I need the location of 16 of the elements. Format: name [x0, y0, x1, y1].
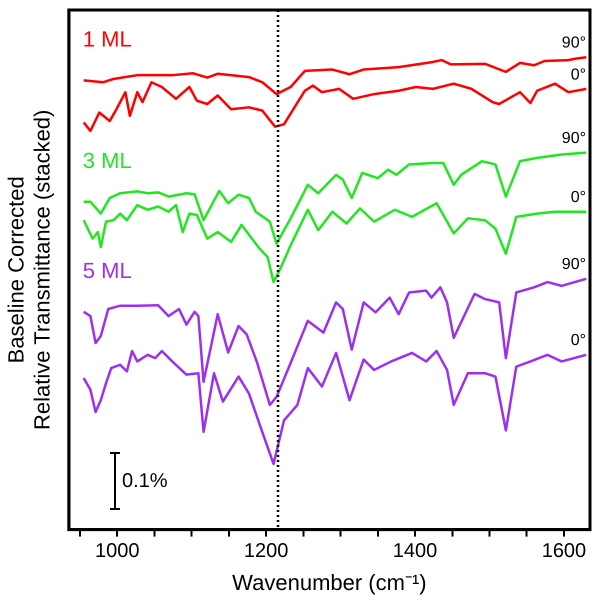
- x-tick-label: 1400: [392, 540, 438, 562]
- series-label: 90°: [562, 256, 586, 274]
- annotation: 0.1%: [122, 470, 168, 492]
- x-tick-label: 1200: [244, 540, 288, 562]
- text: 1 ML: [82, 26, 132, 52]
- x-tick-label: 1000: [94, 540, 140, 562]
- series-label: 90°: [562, 34, 586, 52]
- y-axis-title: Baseline Corrected Relative Transmittance (stacked): [3, 110, 55, 430]
- annotation: 3 ML: [82, 148, 132, 173]
- x-tick-label: 1600: [542, 540, 586, 562]
- series-label: 0°: [570, 189, 586, 206]
- x-axis-title: Wavenumber (cm⁻¹): [232, 570, 427, 595]
- series-label: 0°: [570, 66, 586, 84]
- series-label: 0°: [570, 332, 586, 350]
- annotation: 5 ML: [82, 258, 132, 283]
- series-label: 90°: [562, 130, 586, 148]
